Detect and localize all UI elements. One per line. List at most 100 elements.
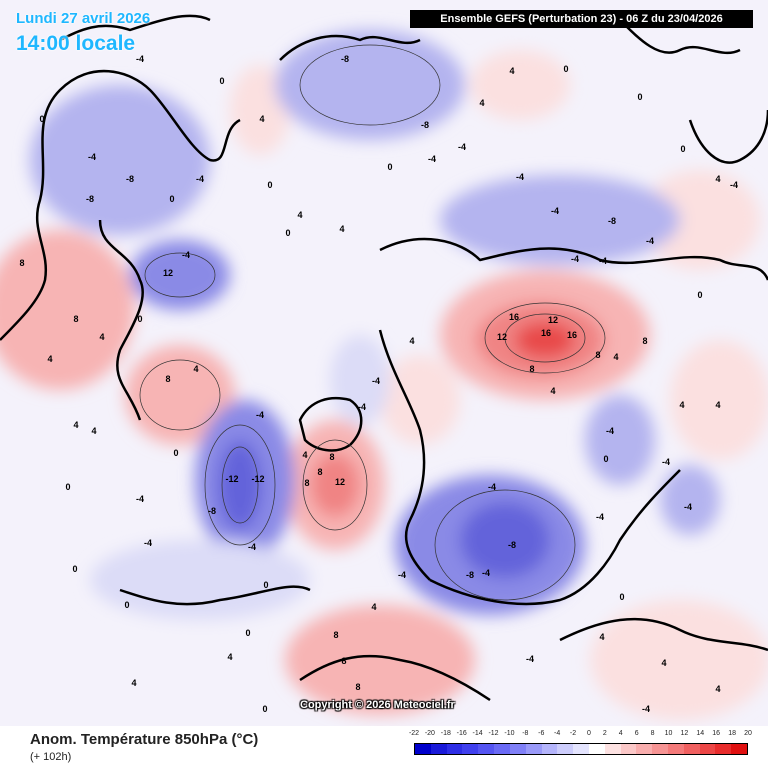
warm-max-siberia	[515, 322, 575, 358]
contour-label: -12	[251, 474, 264, 484]
contour-label: 4	[715, 174, 720, 184]
contour-label: 16	[567, 330, 577, 340]
contour-label: 8	[642, 336, 647, 346]
contour-label: -8	[421, 120, 429, 130]
coast-europe-west	[378, 329, 431, 581]
legend-swatch	[541, 744, 558, 754]
coast-mediterranean	[429, 469, 681, 606]
contour-label: -8	[466, 570, 474, 580]
contour-label: -4	[482, 568, 490, 578]
contour-label: -4	[88, 152, 96, 162]
legend-label: 8	[650, 730, 655, 737]
contour-label: 4	[479, 98, 484, 108]
legend-label: -14	[472, 730, 483, 737]
contour-label: 0	[619, 592, 624, 602]
legend-swatch	[652, 744, 668, 754]
color-legend: -22 -20 -18 -16 -14 -12 -10 -8 -6 -4 -2 0 2 4 6 8 10 12 14…	[409, 730, 752, 764]
legend-swatch	[462, 744, 479, 754]
contour-label: 0	[697, 290, 702, 300]
warm-field-far-east	[670, 340, 768, 460]
contour-label: 0	[72, 564, 77, 574]
footer: Anom. Température 850hPa (°C) (+ 102h) -…	[0, 726, 768, 768]
contour-label: 8	[19, 258, 24, 268]
coast-siberia	[379, 237, 768, 281]
contour-label: 4	[509, 66, 514, 76]
contour-label: 4	[131, 678, 136, 688]
coast-north-america-east	[98, 219, 144, 421]
contour-label: 4	[259, 114, 264, 124]
contour-label: 8	[595, 350, 600, 360]
contour-label: -8	[341, 54, 349, 64]
cold-field-northwest	[30, 85, 210, 235]
contour-label: -4	[248, 542, 256, 552]
coast-greenland	[298, 396, 363, 452]
contour-label: -4	[599, 256, 607, 266]
contour-label: -4	[551, 206, 559, 216]
contour-label: 4	[715, 684, 720, 694]
contour-label: -4	[642, 704, 650, 714]
cold-field-polar	[330, 335, 390, 425]
contour-label: 0	[124, 600, 129, 610]
legend-label: -20	[424, 730, 435, 737]
cold-field-canada	[130, 240, 230, 310]
contour-label: -4	[358, 402, 366, 412]
contour-label: -8	[508, 540, 516, 550]
legend-swatch	[636, 744, 653, 754]
contour-label: 4	[297, 210, 302, 220]
contour-label: 12	[335, 477, 345, 487]
warm-field-south	[590, 600, 768, 720]
contour-label: -4	[182, 250, 190, 260]
model-run-label: Ensemble GEFS (Perturbation 23) - 06 Z d…	[410, 10, 753, 28]
coast-arctic-north	[279, 34, 421, 61]
contour-label: 16	[509, 312, 519, 322]
contour-label: 4	[715, 400, 720, 410]
contour-label: 4	[371, 602, 376, 612]
contour-label: -4	[730, 180, 738, 190]
legend-swatch	[715, 744, 732, 754]
contour-label: -4	[372, 376, 380, 386]
contour-label: -4	[516, 172, 524, 182]
contour-label: 8	[333, 630, 338, 640]
legend-label: 4	[618, 730, 623, 737]
legend-swatch	[509, 744, 526, 754]
legend-label: 6	[634, 730, 639, 737]
coast-pacific-east	[619, 19, 741, 55]
contour-label: -4	[526, 654, 534, 664]
contour-label: 0	[137, 314, 142, 324]
contour-label: 0	[563, 64, 568, 74]
forecast-local-time: 14:00 locale	[16, 32, 136, 55]
legend-label: -16	[456, 730, 467, 737]
contour-label: -4	[428, 154, 436, 164]
legend-label: -8	[522, 730, 529, 737]
contour-label: 8	[329, 452, 334, 462]
contour-label: -4	[684, 502, 692, 512]
contour-label: 8	[355, 682, 360, 692]
legend-label: 14	[696, 730, 705, 737]
contour-label: 0	[285, 228, 290, 238]
cold-field-asia	[585, 395, 655, 485]
contour-label: -4	[136, 54, 144, 64]
contour-label: 0	[219, 76, 224, 86]
contour-label: -4	[596, 512, 604, 522]
contour-label: 4	[550, 386, 555, 396]
contour-label: 0	[262, 704, 267, 714]
legend-label: -22	[408, 730, 420, 737]
contour-label: 4	[91, 426, 96, 436]
warm-field-east-asia	[640, 170, 760, 270]
contour-label: 0	[169, 194, 174, 204]
cold-core-greenland-sea	[218, 440, 262, 530]
contour-label: 8	[529, 364, 534, 374]
isotherm-contours	[139, 44, 606, 601]
contour-label: 0	[387, 162, 392, 172]
copyright-notice: Copyright © 2026 Meteociel.fr	[300, 699, 455, 711]
warm-field-alaska	[230, 65, 290, 155]
contour-label: -8	[86, 194, 94, 204]
contour-label: 4	[227, 652, 232, 662]
contour-label: -4	[488, 482, 496, 492]
contour-label: 0	[39, 114, 44, 124]
coast-pacific-north	[59, 14, 211, 42]
contour-label: 12	[497, 332, 507, 342]
cold-field-east	[660, 465, 720, 535]
legend-swatch	[699, 744, 716, 754]
